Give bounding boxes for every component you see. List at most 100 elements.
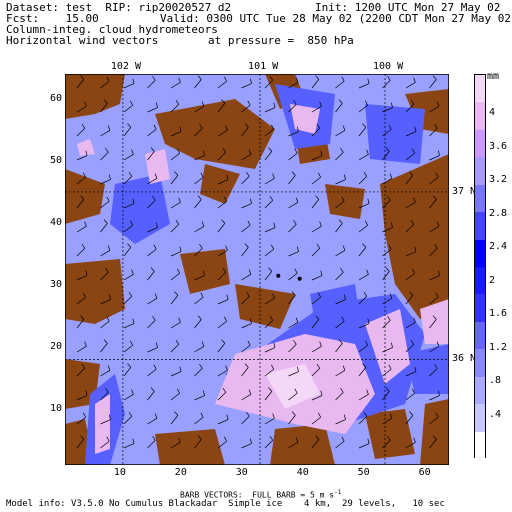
wind-barb-flag [385, 147, 390, 152]
wind-barb [382, 200, 391, 209]
wind-barb [194, 416, 204, 425]
wind-barb-flag [244, 243, 249, 248]
wind-barb-flag [178, 197, 181, 203]
cloud-high-region [145, 149, 170, 184]
wind-barb [264, 347, 276, 353]
wind-barb-flag [108, 414, 111, 420]
wind-barb [264, 200, 274, 209]
wind-barb-flag [221, 219, 226, 224]
wind-barb [405, 131, 417, 137]
wind-barb [217, 179, 229, 185]
pressure-level: at pressure = 850 hPa [208, 34, 354, 47]
wind-barb-flag [83, 412, 86, 418]
wind-barb [382, 128, 392, 137]
wind-barb [429, 199, 437, 209]
wind-barb [288, 392, 298, 401]
wind-barb [358, 247, 367, 257]
wind-barb [147, 440, 156, 449]
wind-barb [311, 439, 320, 449]
wind-barb [194, 155, 205, 161]
wind-barb-flag [84, 101, 87, 107]
wind-barb-flag [388, 364, 392, 370]
wind-barb [217, 320, 227, 329]
wind-barb-flag [318, 292, 321, 298]
wind-barb-flag [247, 340, 251, 346]
wind-barb-flag [343, 174, 346, 180]
wind-barb [100, 152, 109, 161]
wind-barb-flag [295, 197, 299, 203]
wind-barb-flag [318, 412, 321, 418]
wind-barb-flag [414, 246, 417, 252]
legend-swatch [475, 212, 485, 241]
wind-barb [76, 275, 88, 281]
wind-barb-flag [177, 148, 180, 154]
wind-barb-flag [414, 126, 417, 132]
wind-barb-flag [108, 174, 111, 180]
wind-barb-flag [153, 364, 157, 370]
wind-barb-flag [365, 220, 368, 226]
wind-barb [358, 224, 368, 233]
wind-barb-flag [249, 198, 252, 204]
y-tick-label: 50 [50, 154, 63, 166]
wind-barb [429, 248, 438, 257]
wind-barb [170, 415, 179, 425]
wind-barb [311, 395, 323, 401]
wind-barb [100, 320, 110, 329]
wind-barb [288, 344, 297, 353]
wind-barb [382, 368, 392, 377]
legend-label: .4 [489, 408, 502, 420]
wind-barb-flag [296, 126, 299, 132]
wind-barb-flag [153, 244, 157, 250]
wind-barb [335, 200, 345, 209]
wind-barb-flag [224, 76, 227, 82]
wind-barb [405, 152, 415, 161]
wind-barb-flag [224, 196, 227, 202]
legend-swatch [475, 376, 485, 405]
wind-barb-flag [272, 293, 275, 299]
wind-barb [76, 106, 87, 113]
terrain-region [65, 74, 125, 119]
terrain-region [155, 429, 225, 465]
legend-label: 1.6 [489, 308, 508, 319]
wind-barb-flag [200, 172, 204, 178]
wind-barb-flag [436, 221, 440, 227]
wind-barb-flag [152, 435, 156, 441]
wind-barb [217, 223, 226, 233]
wind-barb-flag [294, 388, 298, 394]
wind-barb [382, 178, 393, 185]
wind-barb [288, 104, 297, 113]
wind-barb-flag [226, 294, 229, 300]
wind-barb [264, 248, 274, 257]
wind-barb [429, 319, 437, 329]
terrain-region [405, 89, 449, 134]
wind-barb-flag [437, 150, 440, 156]
wind-barb [335, 440, 345, 449]
legend-unit: mm [487, 71, 500, 82]
wind-barb-flag [152, 75, 156, 81]
wind-barb [405, 251, 417, 257]
wind-barb [170, 131, 182, 137]
terrain-region [65, 259, 125, 324]
wind-barb-flag [155, 342, 158, 348]
wind-barb [288, 322, 299, 329]
wind-barb-flag [179, 366, 182, 372]
wind-barb [170, 272, 180, 281]
y-tick-label: 60 [50, 92, 63, 104]
wind-barb [311, 176, 321, 185]
wind-barb-flag [387, 435, 391, 441]
wind-barb [264, 227, 276, 233]
wind-barb [217, 343, 226, 353]
wind-barb [217, 440, 227, 449]
wind-barb [264, 178, 275, 185]
wind-barb-flag [367, 318, 370, 324]
valid-time: Valid: 0300 UTC Tue 28 May 02 (2200 CDT … [160, 12, 512, 25]
wind-barb [241, 127, 249, 137]
wind-barb [358, 416, 368, 425]
field-title: Column-integ. cloud hydrometeors [6, 23, 218, 36]
wind-barb-flag [269, 75, 274, 81]
wind-barb-flag [319, 101, 322, 107]
wind-barb [311, 248, 321, 257]
wind-barb [405, 415, 414, 425]
wind-barb [76, 395, 88, 401]
wind-barb-flag [437, 390, 440, 396]
